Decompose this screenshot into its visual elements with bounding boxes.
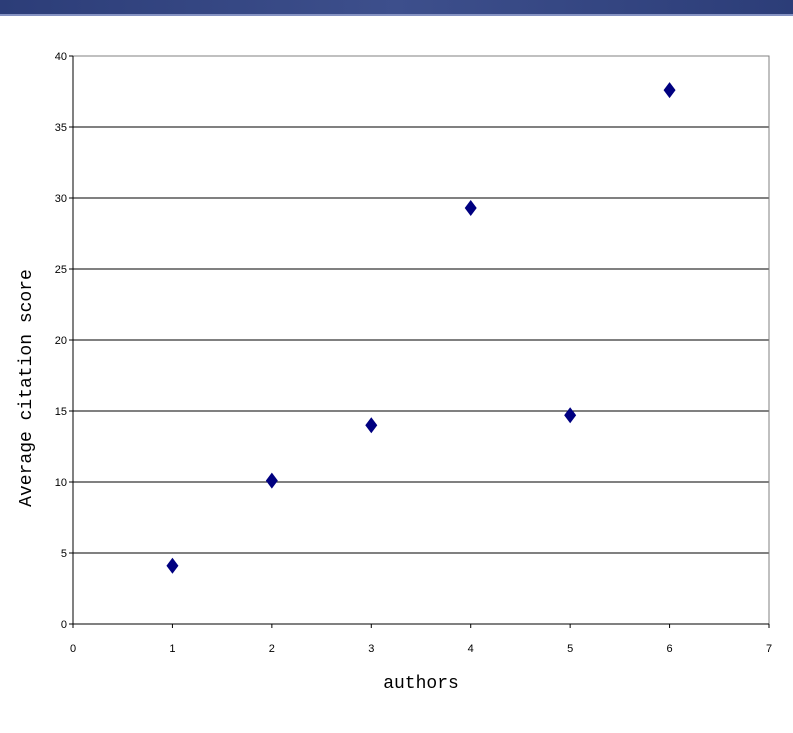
x-axis-label: authors	[383, 674, 459, 694]
gridlines	[73, 55, 769, 554]
data-points	[166, 82, 676, 574]
x-tick-label: 4	[468, 643, 474, 655]
x-tick-labels: 0 1 2 3 4 5 6 7	[70, 643, 772, 655]
data-point	[564, 407, 577, 424]
y-tick-label: 30	[55, 193, 67, 205]
x-tick-label: 2	[269, 643, 275, 655]
x-tick-label: 0	[70, 643, 76, 655]
top-banner-highlight	[0, 14, 793, 16]
x-tick-label: 5	[567, 643, 573, 655]
x-tick-label: 6	[667, 643, 673, 655]
y-tick-label: 40	[55, 51, 67, 63]
y-tick-label: 5	[61, 548, 67, 560]
axes	[69, 55, 770, 628]
data-point	[464, 199, 477, 216]
y-axis-label: Average citation score	[17, 269, 37, 507]
y-tick-label: 35	[55, 122, 67, 134]
x-tick-label: 1	[169, 643, 175, 655]
y-tick-label: 15	[55, 406, 67, 418]
data-point	[663, 82, 676, 99]
x-tick-label: 3	[368, 643, 374, 655]
y-tick-labels: 0 5 10 15 20 25 30 35 40	[55, 51, 67, 631]
y-tick-label: 25	[55, 264, 67, 276]
y-tick-label: 0	[61, 619, 67, 631]
data-point	[265, 472, 278, 489]
top-banner	[0, 0, 793, 16]
data-point	[365, 417, 378, 434]
data-point	[166, 557, 179, 574]
y-tick-label: 10	[55, 477, 67, 489]
x-tick-label: 7	[766, 643, 772, 655]
y-tick-label: 20	[55, 335, 67, 347]
